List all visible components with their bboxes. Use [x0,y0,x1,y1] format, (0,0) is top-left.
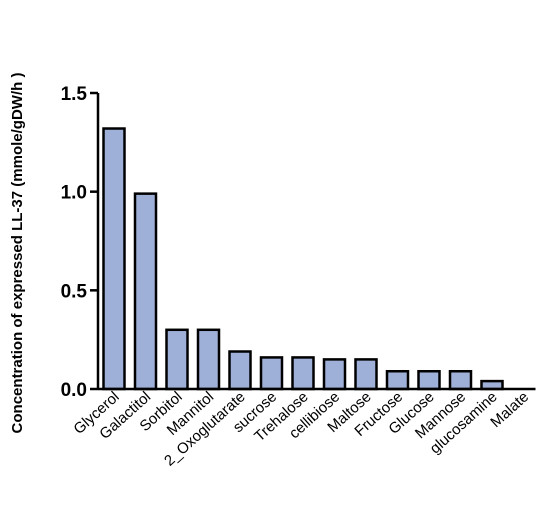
y-tick-label: 1.0 [61,183,87,204]
bar-trehalose [291,356,315,391]
y-tick-label: 1.5 [61,84,88,105]
bar-galactitol [133,192,158,391]
x-axis: GlycerolGalactitolSorbitolMannitol2_Oxog… [70,387,536,470]
bar-sucrose [259,356,284,391]
bar-2-oxoglutarate [228,350,252,391]
bar-maltose [354,358,378,391]
bar-cellibiose [322,358,347,391]
bar-fructose [385,369,410,391]
bar-glycerol [102,127,126,391]
y-tick-label: 0.0 [61,380,87,401]
bar-sorbitol [165,328,189,391]
y-axis: 0.0 0.5 1.0 1.5 [61,84,100,401]
y-tick-label: 0.5 [61,281,88,302]
bar-mannitol [196,328,221,391]
bars [102,127,504,391]
bar-glucose [417,369,441,391]
y-axis-title: Concentration of expressed LL-37 (mmole/… [9,73,26,434]
bar-mannose [448,369,473,391]
